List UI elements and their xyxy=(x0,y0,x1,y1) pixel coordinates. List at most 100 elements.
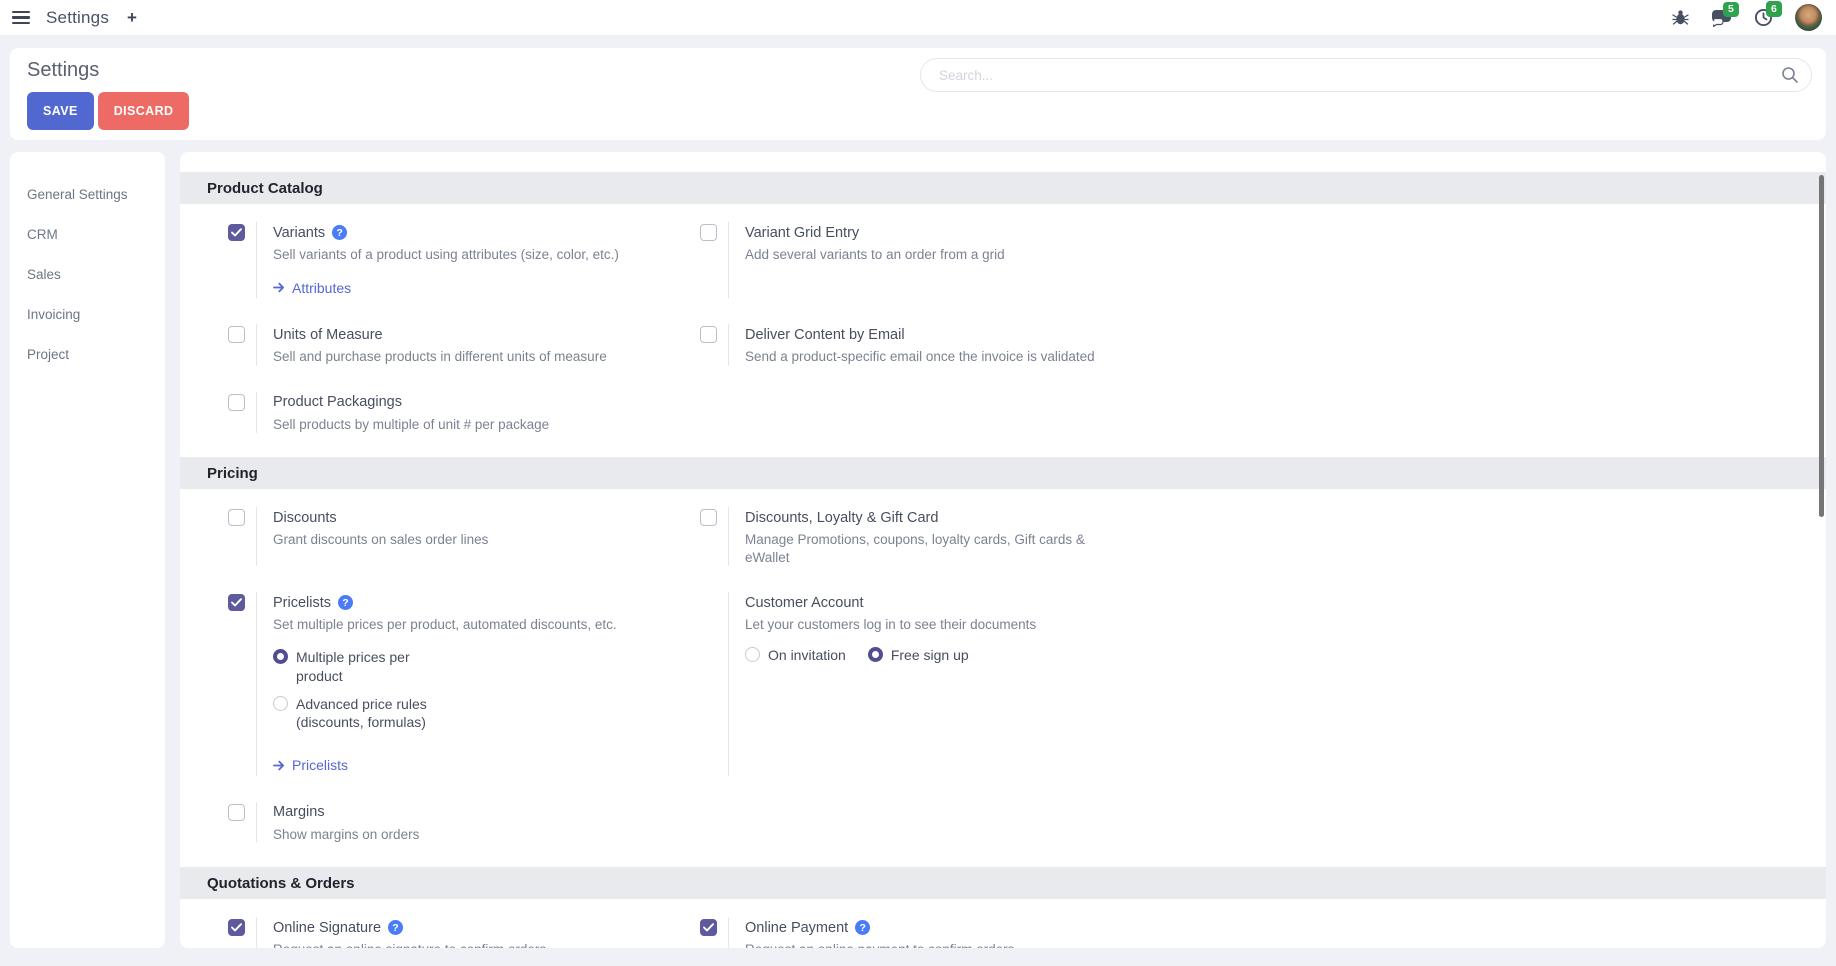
radio-label: Advanced price rules (discounts, formula… xyxy=(296,695,427,731)
check-icon xyxy=(231,923,242,932)
section-product-catalog: Product Catalog Variants ? Sell variants… xyxy=(180,172,1826,457)
setting-description: Send a product-specific email once the i… xyxy=(745,349,1095,365)
radio-multiple-prices-per-product[interactable]: Multiple prices per product xyxy=(273,648,680,686)
check-icon xyxy=(703,923,714,932)
sidebar-item-project[interactable]: Project xyxy=(10,334,165,374)
checkbox-product-packagings[interactable] xyxy=(228,393,245,411)
setting-product-packagings: Product Packagings Sell products by mult… xyxy=(208,391,680,434)
setting-description: Sell products by multiple of unit # per … xyxy=(273,416,550,432)
magnifier-icon[interactable] xyxy=(1781,66,1799,84)
sidebar-item-invoicing[interactable]: Invoicing xyxy=(10,294,165,334)
setting-description: Sell variants of a product using attribu… xyxy=(273,247,619,262)
setting-variants: Variants ? Sell variants of a product us… xyxy=(208,222,680,299)
plus-icon[interactable]: + xyxy=(127,8,137,27)
radio-advanced-price-rules-discounts-formulas[interactable]: Advanced price rules (discounts, formula… xyxy=(273,695,680,733)
setting-label: Pricelists xyxy=(273,594,332,611)
activities-menu[interactable]: 6 xyxy=(1754,1,1782,27)
section-title: Product Catalog xyxy=(207,179,323,197)
section-title: Quotations & Orders xyxy=(207,874,355,892)
sidebar-item-label: CRM xyxy=(27,226,58,242)
checkbox-discounts[interactable] xyxy=(228,509,245,527)
section-quotations-orders: Quotations & Orders Online Signature ? R… xyxy=(180,867,1826,948)
setting-label: Product Packagings xyxy=(273,394,402,411)
help-icon[interactable]: ? xyxy=(855,920,871,936)
setting-description: Show margins on orders xyxy=(273,826,420,842)
sidebar-item-label: Invoicing xyxy=(27,306,81,322)
link-pricelists[interactable]: Pricelists xyxy=(273,757,348,773)
radio-circle xyxy=(273,695,288,711)
page-title: Settings xyxy=(27,59,100,81)
hamburger-menu-icon[interactable] xyxy=(10,9,32,27)
setting-online-signature: Online Signature ? Request an online sig… xyxy=(208,917,680,948)
help-icon[interactable]: ? xyxy=(338,595,354,611)
link-attributes[interactable]: Attributes xyxy=(273,280,351,296)
setting-customer-account: Customer Account Let your customers log … xyxy=(680,592,1152,776)
save-button[interactable]: SAVE xyxy=(27,92,94,130)
checkbox-pricelists[interactable] xyxy=(228,594,245,612)
setting-pricelists: Pricelists ? Set multiple prices per pro… xyxy=(208,592,680,776)
setting-label: Online Signature xyxy=(273,919,382,936)
empty-cell xyxy=(680,392,1152,434)
sidebar-item-sales[interactable]: Sales xyxy=(10,254,165,294)
setting-label: Discounts, Loyalty & Gift Card xyxy=(745,509,939,526)
discard-button[interactable]: DISCARD xyxy=(97,92,190,130)
checkbox-online-signature[interactable] xyxy=(228,919,245,937)
settings-nav: General Settings CRM Sales Invoicing Project xyxy=(10,174,165,374)
checkbox-variant-grid-entry[interactable] xyxy=(700,224,717,241)
debug-bug-icon[interactable] xyxy=(1672,9,1689,26)
sidebar-item-label: Project xyxy=(27,346,70,362)
setting-label: Deliver Content by Email xyxy=(745,326,905,343)
user-avatar[interactable] xyxy=(1795,4,1822,31)
sidebar-item-crm[interactable]: CRM xyxy=(10,214,165,254)
radio-label: On invitation xyxy=(768,646,846,663)
settings-content: Product Catalog Variants ? Sell variants… xyxy=(180,152,1826,948)
checkbox-margins[interactable] xyxy=(228,803,245,821)
top-navbar: Settings + 5 6 xyxy=(0,0,1836,36)
setting-variant-grid-entry: Variant Grid Entry Add several variants … xyxy=(680,222,1152,299)
section-pricing: Pricing Discounts Grant discounts on sal… xyxy=(180,457,1826,867)
arrow-right-icon xyxy=(273,760,284,771)
check-icon xyxy=(231,228,242,237)
search-bar xyxy=(920,58,1812,92)
vertical-scrollbar[interactable] xyxy=(1819,175,1824,517)
setting-units-of-measure: Units of Measure Sell and purchase produ… xyxy=(208,324,680,366)
checkbox-deliver-content-by-email[interactable] xyxy=(700,326,717,344)
checkbox-units-of-measure[interactable] xyxy=(228,326,245,344)
setting-label: Variants xyxy=(273,224,326,241)
radio-label: Multiple prices per product xyxy=(296,648,410,684)
radio-circle xyxy=(867,646,883,662)
setting-label: Customer Account xyxy=(745,594,864,611)
checkbox-variants[interactable] xyxy=(228,224,245,241)
help-icon[interactable]: ? xyxy=(332,225,348,240)
setting-online-payment: Online Payment ? Request an online payme… xyxy=(680,917,1152,948)
setting-label: Discounts xyxy=(273,509,337,526)
bug-icon xyxy=(1672,10,1689,25)
messages-count-badge: 5 xyxy=(1723,1,1739,18)
radio-circle xyxy=(745,646,760,662)
section-header-quotations-orders: Quotations & Orders xyxy=(180,867,1826,900)
radio-free-sign-up[interactable]: Free sign up xyxy=(867,646,969,665)
setting-discounts-loyalty-gift-card: Discounts, Loyalty & Gift Card Manage Pr… xyxy=(680,507,1152,567)
radio-circle xyxy=(273,648,288,664)
search-input[interactable] xyxy=(937,66,1781,84)
setting-description: Request an online payment to confirm ord… xyxy=(745,941,1152,948)
messages-menu[interactable]: 5 xyxy=(1711,1,1739,27)
setting-label: Variant Grid Entry xyxy=(745,224,860,241)
clock-icon xyxy=(1754,8,1773,27)
check-icon xyxy=(231,598,242,607)
app-menu-title[interactable]: Settings xyxy=(46,7,110,27)
setting-deliver-content-by-email: Deliver Content by Email Send a product-… xyxy=(680,324,1152,366)
checkbox-discounts-loyalty-gift-card[interactable] xyxy=(700,509,717,527)
settings-nav-card: General Settings CRM Sales Invoicing Project xyxy=(10,152,165,948)
setting-label: Units of Measure xyxy=(273,326,383,343)
checkbox-online-payment[interactable] xyxy=(700,919,717,937)
section-header-pricing: Pricing xyxy=(180,457,1826,490)
setting-description: Let your customers log in to see their d… xyxy=(745,617,1037,633)
radio-label: Free sign up xyxy=(890,646,969,663)
help-icon[interactable]: ? xyxy=(388,920,404,936)
section-header-product-catalog: Product Catalog xyxy=(180,172,1826,204)
internal-link-label: Pricelists xyxy=(292,757,349,774)
sidebar-item-label: General Settings xyxy=(27,186,128,202)
sidebar-item-general-settings[interactable]: General Settings xyxy=(10,174,165,214)
radio-on-invitation[interactable]: On invitation xyxy=(745,646,846,665)
